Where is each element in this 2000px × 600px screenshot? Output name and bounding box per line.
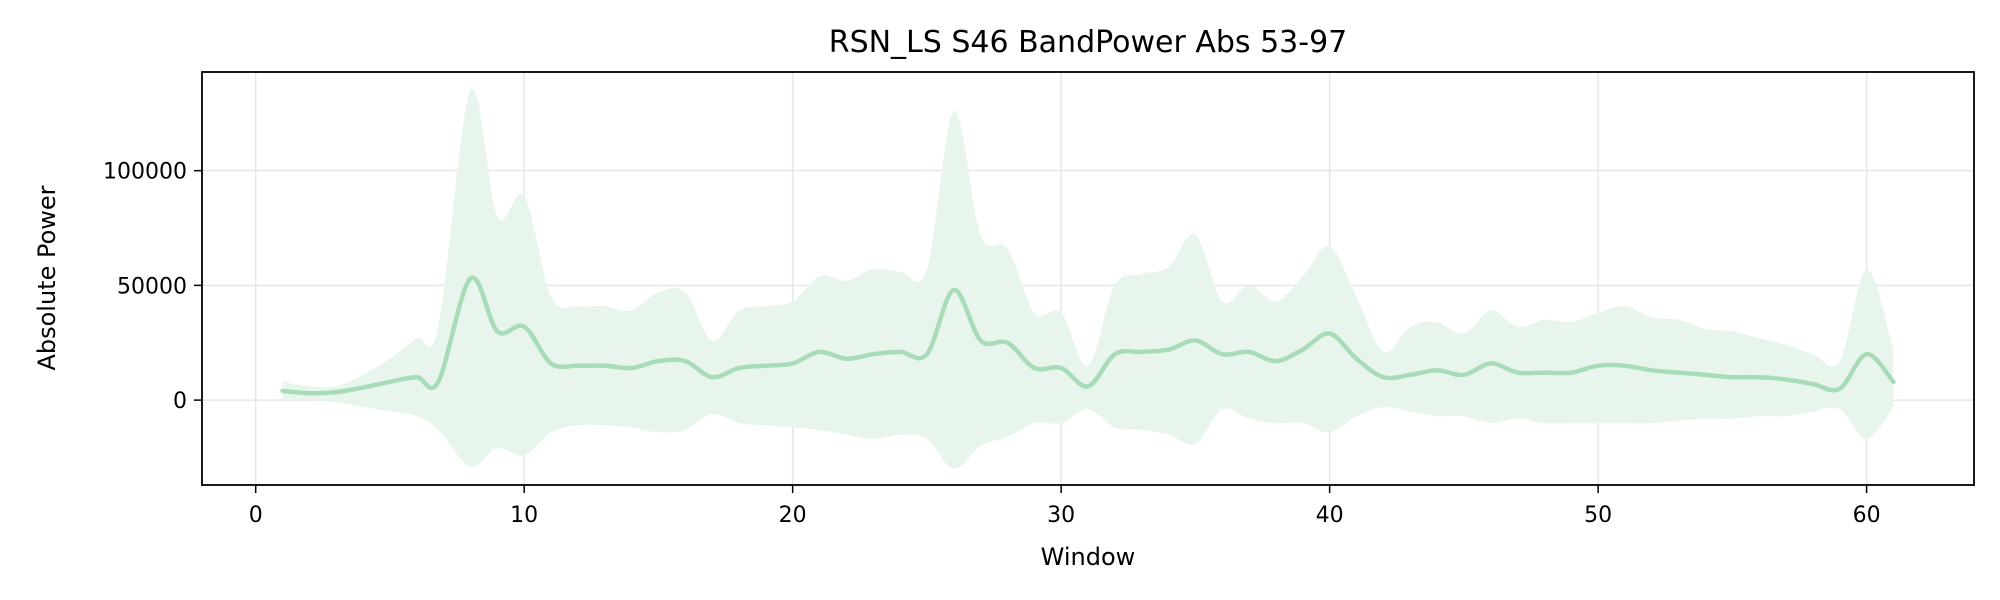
chart-title: RSN_LS S46 BandPower Abs 53-97 <box>829 25 1348 60</box>
x-tick-label: 30 <box>1047 503 1075 528</box>
x-tick-label: 50 <box>1584 503 1612 528</box>
plot-frame <box>201 71 1975 486</box>
x-axis-label: Window <box>1041 543 1136 571</box>
plot-area <box>280 88 1896 469</box>
y-tick-label: 50000 <box>117 274 187 299</box>
mean-line <box>280 275 1896 396</box>
y-tick-label: 100000 <box>103 160 187 185</box>
x-tick-label: 60 <box>1853 503 1881 528</box>
x-tick-label: 20 <box>779 503 807 528</box>
x-tick-label: 40 <box>1316 503 1344 528</box>
axis-ticks: 0 10 20 30 40 50 60 0 50000 100000 <box>103 160 1881 528</box>
x-tick-label: 10 <box>510 503 538 528</box>
y-tick-label: 0 <box>173 389 187 414</box>
y-axis-label: Absolute Power <box>33 185 61 370</box>
std-band <box>282 88 1894 469</box>
x-tick-label: 0 <box>249 503 263 528</box>
